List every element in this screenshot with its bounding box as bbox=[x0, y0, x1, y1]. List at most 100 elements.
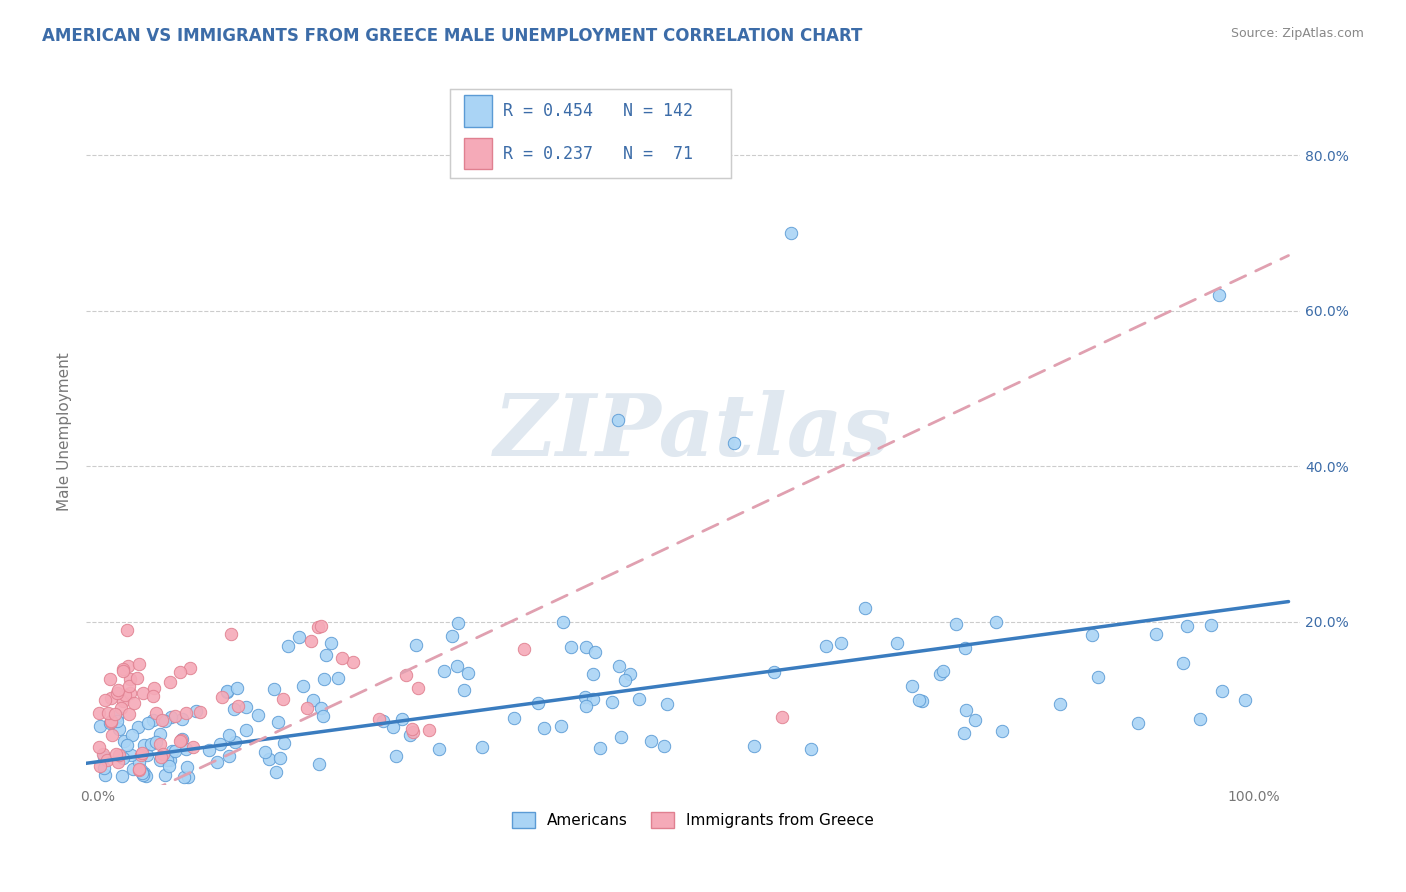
Point bbox=[371, 714, 394, 729]
Point bbox=[127, 720, 149, 734]
Text: Source: ZipAtlas.com: Source: ZipAtlas.com bbox=[1230, 27, 1364, 40]
Point bbox=[381, 720, 404, 734]
Point bbox=[886, 635, 908, 649]
Point bbox=[131, 746, 153, 760]
Point bbox=[121, 762, 143, 776]
Point bbox=[100, 714, 122, 729]
Point bbox=[218, 728, 240, 742]
Point bbox=[610, 730, 633, 744]
Point bbox=[929, 666, 952, 681]
Point bbox=[401, 722, 423, 736]
Point bbox=[399, 728, 422, 742]
Point bbox=[179, 661, 201, 675]
Point bbox=[152, 747, 174, 762]
Point bbox=[208, 737, 231, 751]
Point bbox=[575, 640, 598, 655]
Point bbox=[105, 685, 128, 699]
Point bbox=[129, 763, 152, 777]
Point bbox=[627, 692, 650, 706]
Point bbox=[453, 682, 475, 697]
Point bbox=[309, 701, 332, 715]
Point bbox=[297, 701, 319, 715]
Point bbox=[799, 741, 821, 756]
Point bbox=[115, 623, 138, 637]
Point bbox=[120, 686, 142, 700]
Point bbox=[267, 714, 290, 729]
Point bbox=[574, 690, 596, 704]
Point bbox=[118, 679, 141, 693]
Point bbox=[550, 718, 572, 732]
Point bbox=[945, 617, 967, 632]
Point bbox=[582, 666, 605, 681]
Point bbox=[145, 734, 167, 748]
Point bbox=[153, 767, 176, 781]
Point bbox=[1146, 626, 1168, 640]
Point bbox=[128, 657, 150, 671]
Point bbox=[125, 671, 148, 685]
Point bbox=[115, 738, 138, 752]
Point bbox=[128, 756, 150, 770]
Point bbox=[93, 747, 115, 761]
Point bbox=[96, 753, 118, 767]
Point bbox=[301, 693, 323, 707]
Point bbox=[111, 664, 134, 678]
Point bbox=[315, 648, 337, 663]
Point bbox=[418, 723, 440, 738]
Point bbox=[131, 765, 153, 780]
Point bbox=[118, 672, 141, 686]
Point bbox=[953, 726, 976, 740]
Point bbox=[247, 707, 270, 722]
Point bbox=[219, 627, 242, 641]
Point bbox=[107, 756, 129, 770]
Point bbox=[128, 763, 150, 777]
Point bbox=[269, 751, 291, 765]
Point bbox=[259, 752, 281, 766]
Point bbox=[135, 769, 157, 783]
Point bbox=[553, 615, 575, 629]
Point bbox=[174, 741, 197, 756]
Point bbox=[312, 709, 335, 723]
Point bbox=[129, 747, 152, 762]
Point bbox=[342, 656, 364, 670]
Point bbox=[104, 747, 127, 762]
Point bbox=[330, 650, 353, 665]
Point bbox=[87, 739, 110, 754]
Point bbox=[98, 716, 121, 731]
Point bbox=[273, 691, 295, 706]
Point bbox=[94, 693, 117, 707]
Text: R = 0.237   N =  71: R = 0.237 N = 71 bbox=[503, 145, 693, 163]
Text: ZIPatlas: ZIPatlas bbox=[494, 390, 893, 473]
Point bbox=[148, 753, 170, 767]
Point bbox=[319, 636, 342, 650]
Point bbox=[441, 629, 464, 643]
Point bbox=[87, 706, 110, 720]
Point bbox=[108, 723, 131, 737]
Point bbox=[744, 739, 766, 753]
Point bbox=[107, 683, 129, 698]
Point bbox=[288, 630, 311, 644]
Point bbox=[132, 768, 155, 782]
Point bbox=[145, 706, 167, 720]
Point bbox=[1234, 693, 1257, 707]
Point bbox=[301, 633, 323, 648]
Point bbox=[965, 713, 987, 727]
Point bbox=[159, 753, 181, 767]
Point bbox=[955, 703, 977, 717]
Point bbox=[211, 690, 233, 704]
Point bbox=[121, 747, 143, 762]
Point bbox=[215, 684, 238, 698]
Point bbox=[149, 727, 172, 741]
Point bbox=[165, 744, 187, 758]
Point bbox=[391, 712, 413, 726]
Point bbox=[93, 761, 115, 775]
Point bbox=[93, 749, 115, 764]
Point bbox=[406, 681, 429, 695]
Point bbox=[1211, 684, 1233, 698]
Point bbox=[169, 733, 191, 747]
Point bbox=[1173, 657, 1195, 671]
Point bbox=[609, 658, 631, 673]
Point bbox=[254, 745, 277, 759]
Point bbox=[163, 708, 186, 723]
Point bbox=[640, 734, 662, 748]
Point bbox=[177, 770, 200, 784]
